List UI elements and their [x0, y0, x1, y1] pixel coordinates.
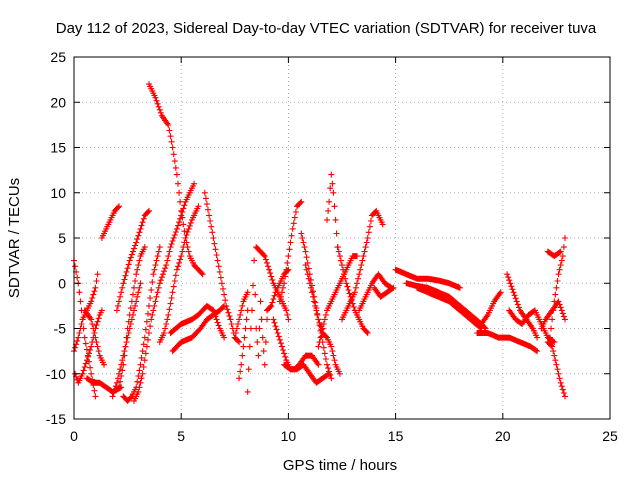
series-track-21 — [264, 266, 292, 314]
series-track-9 — [113, 207, 152, 314]
series-marks — [169, 302, 228, 355]
x-tick-label: 5 — [177, 428, 185, 444]
series-marks — [547, 235, 568, 341]
series-track-14 — [167, 302, 228, 341]
series-marks — [302, 262, 343, 377]
series-marks — [414, 284, 485, 332]
series-marks — [236, 307, 251, 382]
series-track-10 — [120, 244, 163, 404]
x-tick-label: 0 — [70, 428, 78, 444]
series-marks — [156, 203, 202, 346]
series-track-31 — [356, 271, 395, 314]
series-marks — [478, 289, 504, 327]
grid-layer — [74, 57, 610, 419]
series-track-18 — [236, 307, 251, 382]
series-marks — [504, 271, 541, 341]
series-track-23 — [270, 316, 322, 373]
series-marks — [146, 81, 206, 278]
tick-layer: 0 5 10 15 20 25 -15 -10 -5 0 5 10 15 20 25 — [46, 49, 618, 444]
series-marks — [201, 189, 243, 346]
series-track-41 — [544, 339, 568, 400]
series-marks — [544, 339, 568, 400]
series-marks — [231, 289, 251, 341]
series-track-26 — [302, 262, 343, 377]
data-layer — [71, 81, 568, 404]
series-marks — [281, 361, 333, 386]
series-marks — [98, 203, 122, 241]
series-marks — [474, 330, 541, 355]
series-track-13 — [156, 203, 202, 346]
y-tick-label: 15 — [50, 140, 66, 156]
series-track-38 — [504, 271, 541, 341]
y-tick-label: -10 — [46, 366, 66, 382]
series-marks — [538, 298, 568, 332]
series-track-36 — [478, 289, 504, 327]
y-tick-label: 0 — [58, 275, 66, 291]
series-track-37 — [474, 330, 541, 355]
series-track-16 — [201, 189, 243, 346]
series-marks — [392, 266, 463, 291]
y-tick-label: 25 — [50, 49, 66, 65]
y-tick-label: -15 — [46, 411, 66, 427]
x-axis-label: GPS time / hours — [283, 457, 397, 474]
series-marks — [356, 271, 395, 314]
series-marks — [131, 180, 198, 404]
x-tick-label: 15 — [388, 428, 404, 444]
series-track-22 — [276, 198, 305, 305]
series-marks — [167, 302, 228, 341]
series-track-42 — [547, 235, 568, 341]
series-marks — [120, 244, 163, 404]
series-track-15 — [169, 302, 228, 355]
series-track-30 — [339, 207, 386, 323]
series-marks — [81, 307, 107, 368]
y-axis-label: SDTVAR / TECUs — [6, 178, 23, 298]
series-track-34 — [403, 280, 489, 332]
series-track-33 — [392, 266, 463, 291]
x-tick-label: 20 — [495, 428, 511, 444]
y-tick-label: 5 — [58, 230, 66, 246]
series-track-19 — [244, 257, 270, 395]
series-marks — [544, 248, 564, 260]
series-marks — [264, 266, 292, 314]
series-marks — [276, 198, 305, 305]
series-track-35 — [414, 284, 485, 332]
y-tick-label: 10 — [50, 185, 66, 201]
series-track-28 — [324, 171, 341, 251]
y-tick-label: 20 — [50, 94, 66, 110]
series-track-8 — [116, 244, 148, 391]
series-marks — [116, 244, 148, 391]
series-marks — [403, 280, 489, 332]
series-marks — [324, 171, 341, 251]
chart-title: Day 112 of 2023, Sidereal Day-to-day VTE… — [56, 20, 597, 37]
x-tick-label: 25 — [602, 428, 618, 444]
series-track-4 — [81, 307, 107, 368]
series-marks — [113, 207, 152, 314]
series-track-11 — [131, 180, 198, 404]
series-track-12 — [146, 81, 206, 278]
series-track-6 — [98, 203, 122, 241]
series-track-32 — [371, 284, 397, 300]
x-tick-label: 10 — [281, 428, 297, 444]
series-marks — [339, 207, 386, 323]
series-track-17 — [231, 289, 251, 341]
series-track-40 — [538, 298, 568, 332]
series-track-43 — [544, 248, 564, 260]
series-marks — [270, 316, 322, 373]
series-marks — [244, 257, 270, 395]
series-marks — [371, 284, 397, 300]
series-track-24 — [281, 361, 333, 386]
y-tick-label: -5 — [54, 321, 67, 337]
